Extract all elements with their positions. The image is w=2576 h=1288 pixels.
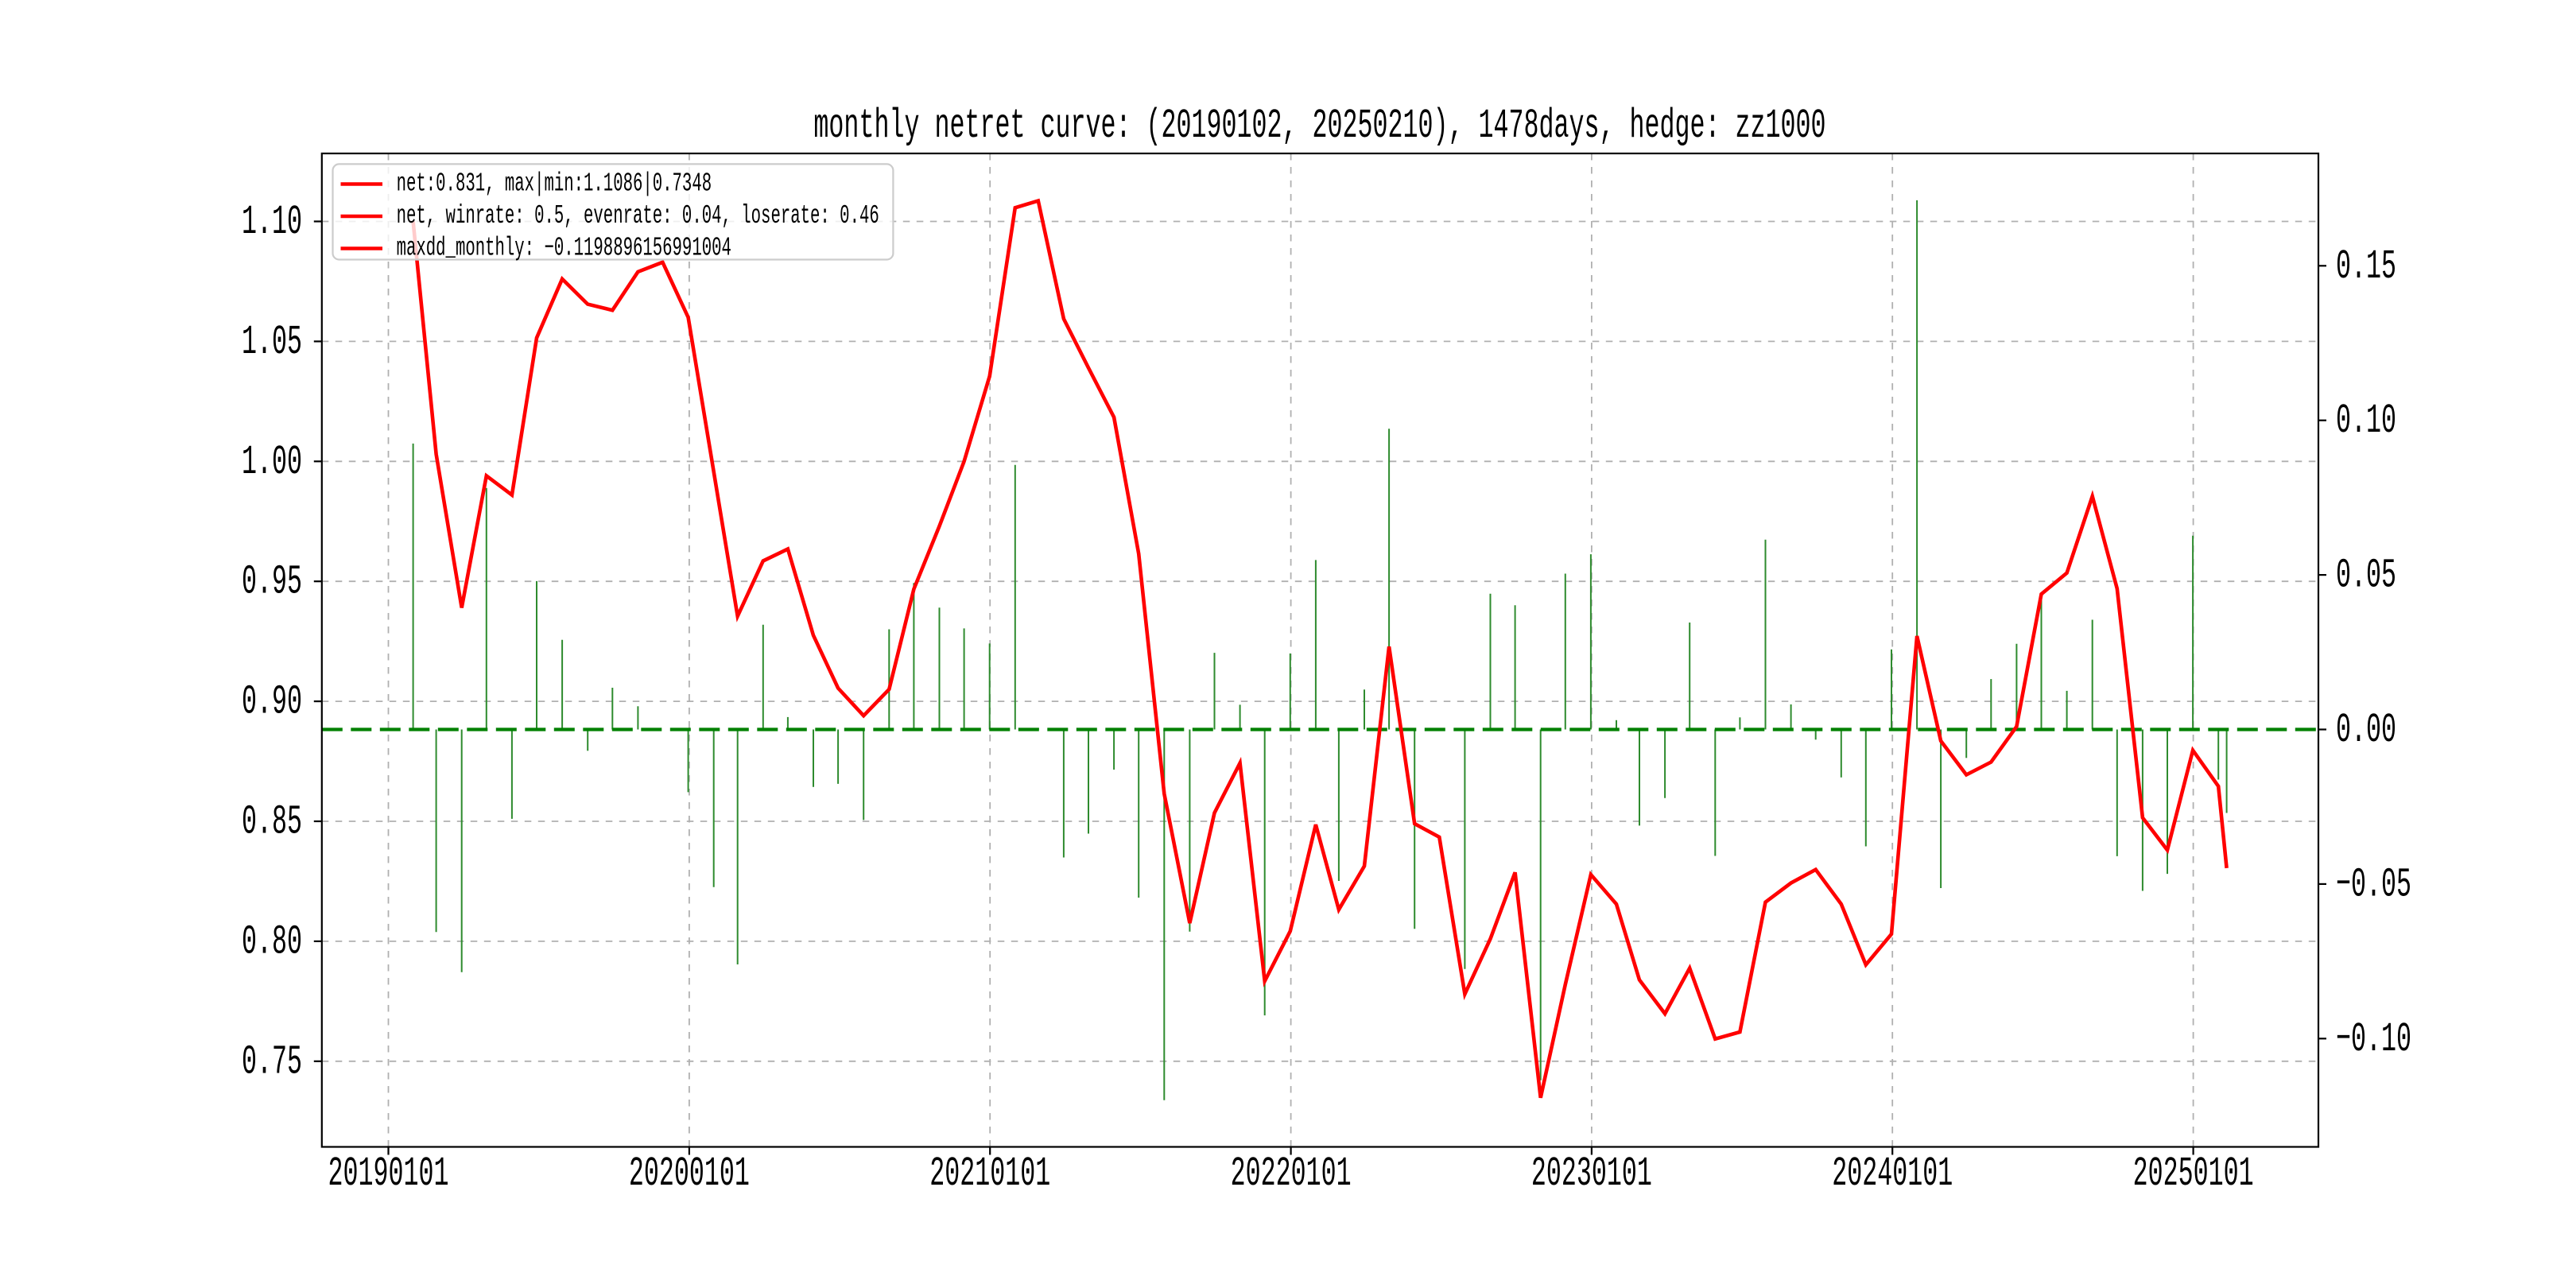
svg-text:net:0.831, max|min:1.1086|0.73: net:0.831, max|min:1.1086|0.7348 <box>397 169 712 199</box>
svg-text:0.10: 0.10 <box>2336 398 2396 444</box>
svg-text:0.95: 0.95 <box>242 558 302 605</box>
svg-text:1.00: 1.00 <box>242 438 302 485</box>
svg-text:20220101: 20220101 <box>1231 1150 1352 1197</box>
svg-text:0.85: 0.85 <box>242 798 302 845</box>
svg-text:maxdd_monthly: −0.119889615699: maxdd_monthly: −0.1198896156991004 <box>397 234 731 263</box>
svg-text:0.90: 0.90 <box>242 678 302 725</box>
svg-text:20240101: 20240101 <box>1832 1150 1953 1197</box>
svg-text:20190101: 20190101 <box>328 1150 448 1197</box>
svg-text:−0.10: −0.10 <box>2336 1015 2411 1062</box>
svg-text:20250101: 20250101 <box>2133 1150 2254 1197</box>
svg-text:1.10: 1.10 <box>242 199 302 246</box>
svg-text:0.15: 0.15 <box>2336 242 2396 289</box>
svg-text:0.75: 0.75 <box>242 1038 302 1085</box>
svg-text:20230101: 20230101 <box>1531 1150 1652 1197</box>
svg-text:0.05: 0.05 <box>2336 552 2396 599</box>
svg-text:monthly netret curve: (2019010: monthly netret curve: (20190102, 2025021… <box>813 103 1825 149</box>
svg-text:net, winrate: 0.5, evenrate: 0: net, winrate: 0.5, evenrate: 0.04, loser… <box>397 202 879 231</box>
svg-text:0.80: 0.80 <box>242 918 302 965</box>
svg-text:1.05: 1.05 <box>242 318 302 365</box>
svg-text:0.00: 0.00 <box>2336 707 2396 754</box>
svg-text:20200101: 20200101 <box>629 1150 750 1197</box>
svg-text:20210101: 20210101 <box>929 1150 1050 1197</box>
svg-text:−0.05: −0.05 <box>2336 861 2411 908</box>
